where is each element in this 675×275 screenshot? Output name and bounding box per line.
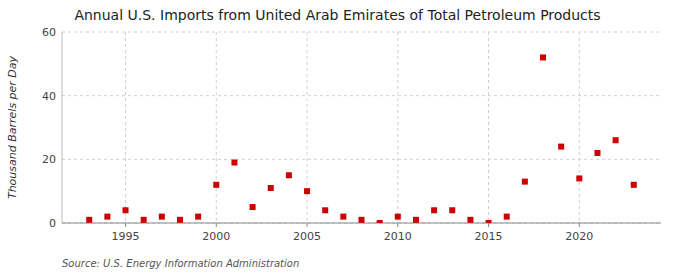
x-tick-label: 2005 [293,230,321,243]
x-tick-label: 2020 [565,230,593,243]
x-tick [307,223,308,227]
y-grid-line [62,159,661,160]
point [431,207,437,213]
point [340,214,346,220]
point [558,144,564,150]
x-tick [216,223,217,227]
point [322,207,328,213]
point [286,172,292,178]
point [413,217,419,223]
point [231,160,237,166]
title: Annual U.S. Imports from United Arab Emi… [74,7,600,23]
point [576,175,582,181]
point [159,214,165,220]
point [177,217,183,223]
point [395,214,401,220]
point [522,179,528,185]
chart-container: Annual U.S. Imports from United Arab Emi… [0,0,675,275]
y-tick-label: 20 [42,153,56,166]
point [613,137,619,143]
x-tick [488,223,489,227]
y-axis-label: Thousand Barrels per Day [6,55,19,199]
point [359,217,365,223]
x-tick [579,223,580,227]
x-grid-line [216,32,217,223]
point [104,214,110,220]
x-grid-line [579,32,580,223]
point [540,54,546,60]
x-grid-line [307,32,308,223]
y-tick-label: 60 [42,26,56,39]
source: Source: U.S. Energy Information Administ… [62,258,299,269]
point [195,214,201,220]
x-grid-line [488,32,489,223]
point [213,182,219,188]
chart-svg: Annual U.S. Imports from United Arab Emi… [0,0,675,275]
x-tick [125,223,126,227]
y-tick-label: 0 [49,217,56,230]
point [631,182,637,188]
x-tick-label: 1995 [112,230,140,243]
y-tick-label: 40 [42,90,56,103]
point [377,220,383,223]
points [86,54,637,223]
point [467,217,473,223]
x-tick-label: 2000 [202,230,230,243]
x-grid-line [397,32,398,223]
point [86,217,92,223]
x-grid-line [125,32,126,223]
point [250,204,256,210]
x-tick [397,223,398,227]
point [123,207,129,213]
point [594,150,600,156]
y-grid-line [62,32,661,33]
x-tick-label: 2010 [384,230,412,243]
x-tick-label: 2015 [475,230,503,243]
grid [62,32,661,223]
point [268,185,274,191]
y-grid-line [62,95,661,96]
point [141,217,147,223]
point [486,220,492,223]
point [449,207,455,213]
point [504,214,510,220]
y-axis-line [62,32,63,223]
point [304,188,310,194]
